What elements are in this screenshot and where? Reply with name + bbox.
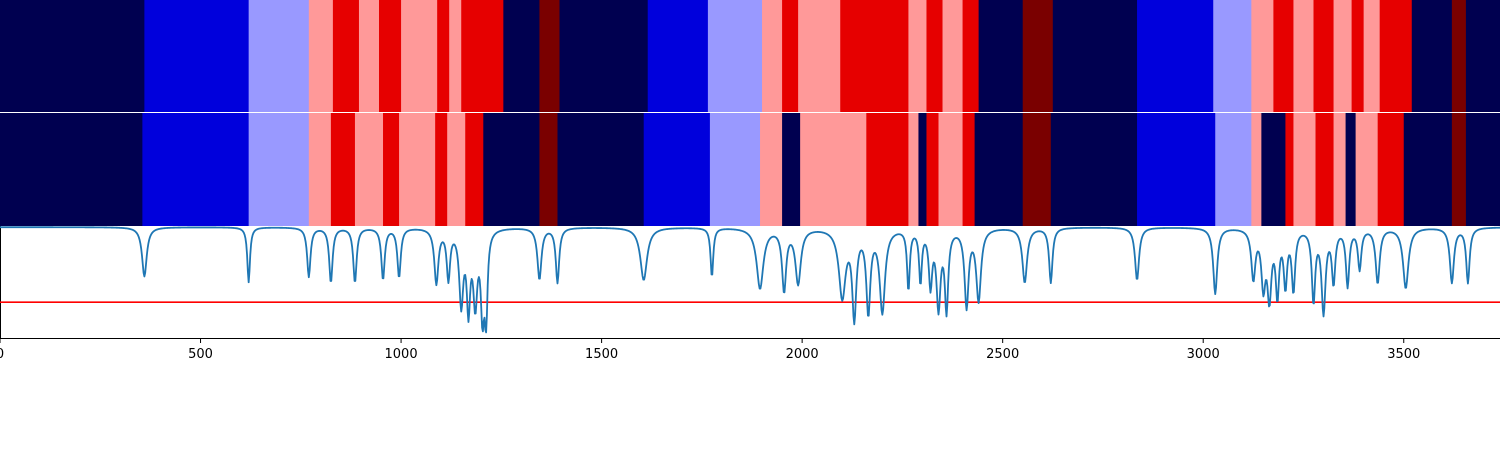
track-1-segment-2 — [248, 0, 310, 112]
track-2-segment-37 — [1355, 113, 1379, 226]
track-2-segment-6 — [383, 113, 400, 226]
track-2-segment-29 — [1215, 113, 1252, 226]
track-2-segment-27 — [1050, 113, 1138, 226]
track-2-segment-4 — [330, 113, 356, 226]
track-1-segment-14 — [647, 0, 709, 112]
track-1-segment-23 — [962, 0, 980, 112]
track-2-segment-10 — [465, 113, 484, 226]
track-2-segment-31 — [1261, 113, 1287, 226]
x-tick-label-1500: 1500 — [585, 347, 618, 362]
track-2-segment-28 — [1137, 113, 1216, 226]
track-2-segment-30 — [1251, 113, 1262, 226]
track-2-segment-11 — [483, 113, 541, 226]
track-1-segment-4 — [332, 0, 360, 112]
track-2-segment-12 — [539, 113, 559, 226]
x-tick-label-2500: 2500 — [986, 347, 1019, 362]
track-1-segment-38 — [1451, 0, 1467, 112]
track-1-segment-8 — [437, 0, 450, 112]
track-2-segment-24 — [962, 113, 976, 226]
track-2-segment-14 — [643, 113, 711, 226]
signal-panel — [0, 226, 1500, 338]
track-2-segment-17 — [782, 113, 801, 226]
track-2-segment-18 — [800, 113, 867, 226]
x-tick-label-1000: 1000 — [385, 347, 418, 362]
signal-line — [0, 226, 1500, 334]
track-2-segment-15 — [709, 113, 761, 226]
track-1-segment-36 — [1379, 0, 1413, 112]
track-2-segment-2 — [248, 113, 310, 226]
track-separator — [0, 112, 1500, 113]
track-1-segment-13 — [559, 0, 649, 112]
track-2-segment-39 — [1403, 113, 1453, 226]
track-1-segment-21 — [926, 0, 944, 112]
track-1-segment-7 — [401, 0, 438, 112]
track-2-segment-5 — [354, 113, 384, 226]
track-1-segment-0 — [0, 0, 145, 112]
x-tick-label-500: 500 — [188, 347, 213, 362]
track-2-segment-25 — [974, 113, 1024, 226]
x-tick-label-3000: 3000 — [1187, 347, 1220, 362]
track-2-segment-36 — [1345, 113, 1357, 226]
track-1-segment-22 — [942, 0, 964, 112]
track-1-segment-17 — [782, 0, 799, 112]
track-2-segment-13 — [557, 113, 645, 226]
track-1-segment-37 — [1411, 0, 1453, 112]
track-2-segment-1 — [142, 113, 250, 226]
track-1-segment-6 — [379, 0, 402, 112]
track-1-segment-19 — [840, 0, 910, 112]
track-2-segment-0 — [0, 113, 143, 226]
track-2-segment-7 — [399, 113, 436, 226]
track-1-segment-28 — [1213, 0, 1252, 112]
track-1-segment-34 — [1351, 0, 1365, 112]
track-1-segment-39 — [1465, 0, 1500, 112]
x-tick-label-0: 0 — [0, 347, 4, 362]
track-1-segment-27 — [1137, 0, 1214, 112]
x-tick-label-2000: 2000 — [786, 347, 819, 362]
track-1-segment-9 — [449, 0, 462, 112]
track-1-segment-20 — [908, 0, 928, 112]
track-2-segment-35 — [1333, 113, 1347, 226]
track-1-segment-11 — [503, 0, 541, 112]
track-1-segment-12 — [539, 0, 561, 112]
track-1-segment-1 — [144, 0, 250, 112]
track-1-segment-30 — [1273, 0, 1295, 112]
track-2-segment-32 — [1285, 113, 1295, 226]
track-2-segment-34 — [1315, 113, 1335, 226]
track-1-segment-16 — [762, 0, 783, 112]
state-track-1 — [0, 0, 1500, 112]
track-2-segment-40 — [1451, 113, 1467, 226]
track-2-segment-9 — [447, 113, 466, 226]
x-axis: 0 500 1000 1500 2000 2500 3000 3500 — [0, 338, 1500, 362]
state-track-2 — [0, 113, 1500, 226]
x-tick-label-3500: 3500 — [1387, 347, 1420, 362]
track-2-segment-41 — [1465, 113, 1500, 226]
track-1-segment-10 — [461, 0, 504, 112]
track-2-segment-21 — [918, 113, 928, 226]
track-1-segment-18 — [798, 0, 841, 112]
track-2-segment-3 — [308, 113, 332, 226]
track-1-segment-33 — [1333, 0, 1353, 112]
track-1-segment-25 — [1022, 0, 1054, 112]
track-1-segment-26 — [1052, 0, 1138, 112]
track-1-segment-32 — [1313, 0, 1335, 112]
track-1-segment-3 — [308, 0, 334, 112]
track-2-segment-20 — [908, 113, 920, 226]
track-2-segment-16 — [760, 113, 783, 226]
track-2-segment-33 — [1293, 113, 1317, 226]
track-1-segment-5 — [358, 0, 380, 112]
track-1-segment-35 — [1363, 0, 1381, 112]
track-2-segment-38 — [1377, 113, 1405, 226]
track-2-segment-8 — [435, 113, 448, 226]
track-2-segment-26 — [1022, 113, 1052, 226]
track-1-segment-31 — [1293, 0, 1315, 112]
track-2-segment-22 — [926, 113, 940, 226]
track-1-segment-29 — [1251, 0, 1274, 112]
track-2-segment-19 — [866, 113, 910, 226]
track-2-segment-23 — [938, 113, 964, 226]
track-1-segment-15 — [707, 0, 763, 112]
track-1-segment-24 — [978, 0, 1024, 112]
